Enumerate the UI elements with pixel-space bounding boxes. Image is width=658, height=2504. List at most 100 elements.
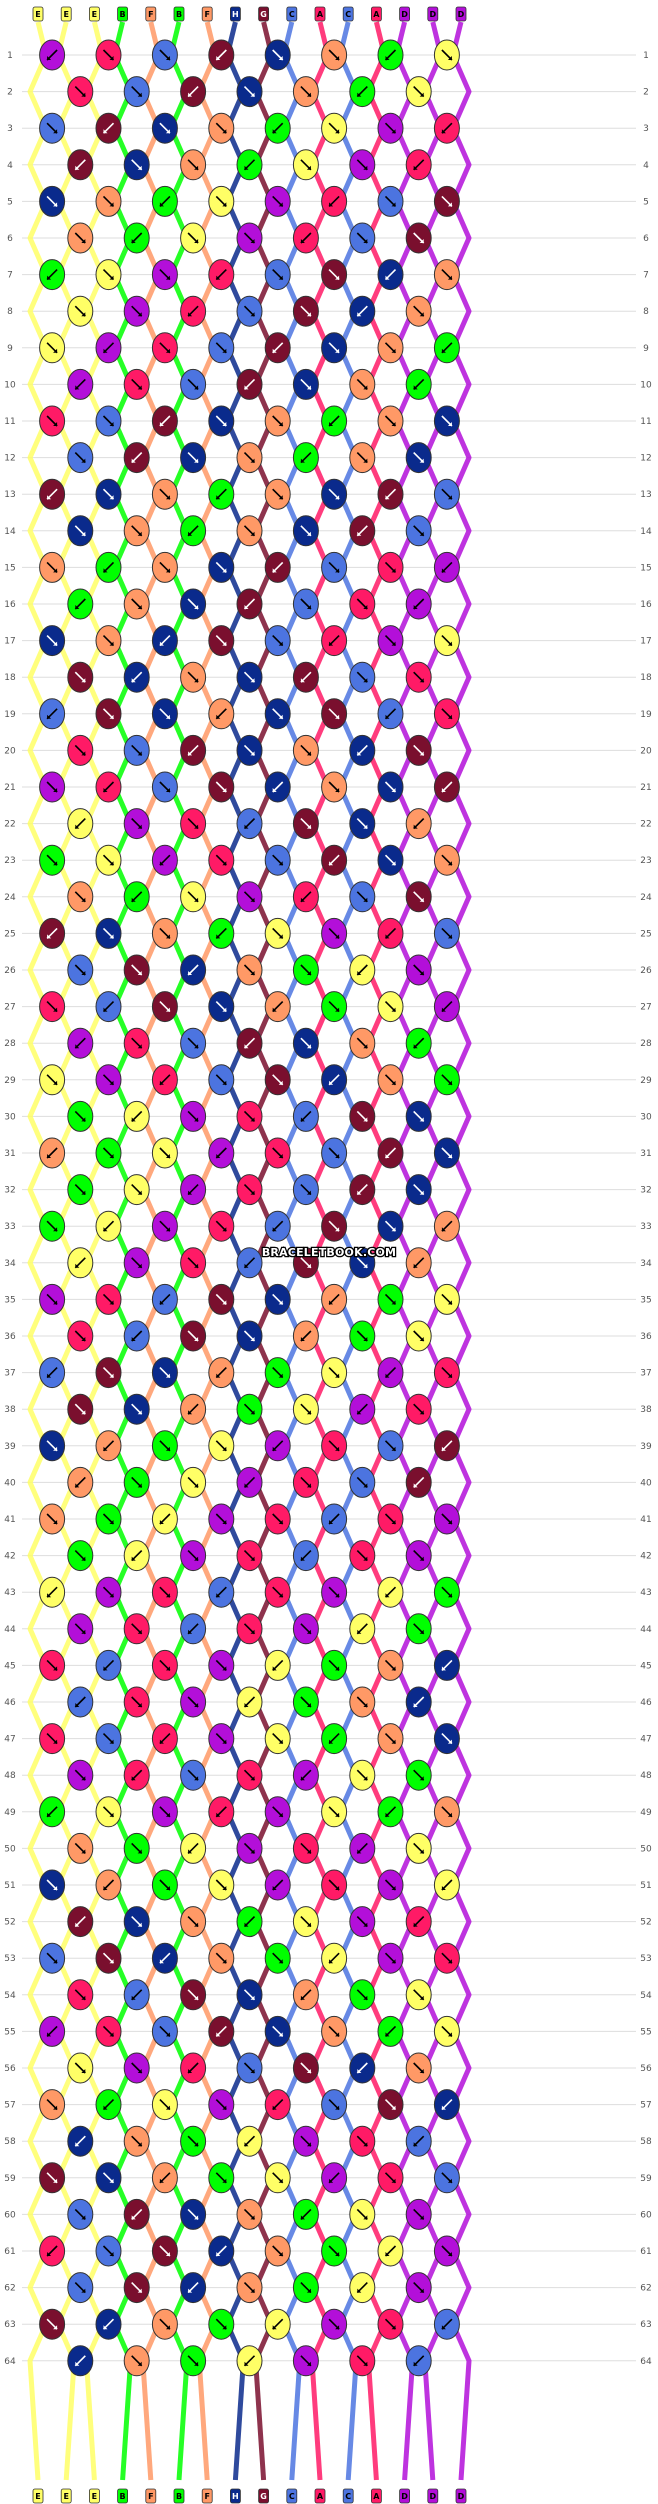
- knot-arrowhead: [419, 897, 424, 902]
- knot-arrowhead: [335, 348, 340, 353]
- knot: [39, 1064, 66, 1096]
- knot: [208, 844, 235, 876]
- knot: [39, 2308, 66, 2340]
- knot-arrowhead: [385, 934, 390, 939]
- knot-arrowhead: [250, 1410, 255, 1415]
- strand-label-swatch: [427, 6, 439, 22]
- strand-label: D: [401, 2492, 408, 2501]
- watermark-text: BRACELETBOOK.COM: [262, 1246, 396, 1259]
- knot: [321, 1942, 348, 1974]
- knot: [67, 1393, 94, 1425]
- knot-arrowhead: [137, 1922, 142, 1927]
- knot-arrowhead: [216, 2032, 221, 2037]
- knot: [95, 1064, 122, 1096]
- knot-arrowhead: [103, 1666, 108, 1671]
- knot: [433, 2089, 460, 2121]
- knot-arrowhead: [222, 1520, 227, 1524]
- knot: [292, 2198, 319, 2230]
- row-number-right: 26: [640, 966, 652, 976]
- knot-arrowhead: [109, 1593, 114, 1598]
- knot: [405, 1466, 432, 1498]
- knot: [95, 771, 122, 803]
- knot-arrowhead: [278, 1080, 283, 1085]
- strand-label: E: [63, 2492, 68, 2501]
- row-number-left: 18: [4, 673, 16, 683]
- strand-label: B: [120, 2492, 126, 2501]
- knot-arrowhead: [335, 2252, 340, 2256]
- knot: [405, 734, 432, 766]
- knot: [67, 588, 94, 620]
- knot: [67, 1466, 94, 1498]
- knot-arrowhead: [188, 1410, 193, 1415]
- knot: [405, 1027, 432, 1059]
- knot-arrowhead: [194, 605, 199, 609]
- knot: [208, 112, 235, 144]
- knot-arrowhead: [272, 1227, 277, 1232]
- knot-arrowhead: [109, 495, 114, 500]
- knot-arrowhead: [75, 1263, 80, 1268]
- strand-label: H: [232, 10, 239, 19]
- knot-arrowhead: [278, 1520, 283, 1524]
- knot-arrowhead: [391, 568, 396, 573]
- row-number-right: 54: [640, 1991, 652, 2001]
- knot-arrowhead: [278, 1593, 283, 1598]
- row-number-right: 19: [640, 710, 652, 720]
- knot-arrowhead: [222, 1739, 227, 1744]
- knot-arrowhead: [75, 2142, 80, 2147]
- knot: [349, 368, 376, 400]
- row-number-left: 31: [4, 1149, 15, 1159]
- knot: [236, 2052, 263, 2084]
- knot-arrowhead: [419, 1337, 424, 1341]
- knot-arrowhead: [419, 92, 424, 97]
- knot-arrowhead: [250, 2288, 255, 2293]
- knot: [292, 1540, 319, 1572]
- knot: [67, 515, 94, 547]
- knot-arrowhead: [306, 1849, 311, 1854]
- knot-arrowhead: [159, 1300, 164, 1305]
- knot-arrowhead: [103, 568, 108, 573]
- knot-arrowhead: [165, 788, 170, 792]
- knot: [349, 2125, 376, 2157]
- knot: [433, 478, 460, 510]
- row-number-left: 9: [7, 344, 13, 354]
- knot-arrowhead: [109, 2178, 114, 2183]
- row-number-right: 34: [640, 1259, 652, 1269]
- knot-arrowhead: [222, 1886, 227, 1890]
- knot-arrowhead: [159, 422, 164, 426]
- knot: [95, 625, 122, 657]
- knot: [321, 698, 348, 730]
- knot-arrowhead: [306, 531, 311, 536]
- knot-arrowhead: [278, 1739, 283, 1744]
- knot: [349, 76, 376, 108]
- row-number-left: 48: [4, 1771, 16, 1781]
- knot: [349, 1906, 376, 1938]
- knot-arrowhead: [103, 348, 108, 353]
- row-number-right: 22: [640, 820, 651, 830]
- knot-arrowhead: [335, 2105, 340, 2110]
- row-number-left: 11: [4, 417, 15, 427]
- knot-arrowhead: [278, 861, 283, 866]
- knot: [321, 2089, 348, 2121]
- knot-arrowhead: [53, 1227, 58, 1232]
- strand-label-swatch: [201, 2488, 213, 2504]
- strand-label-swatch: [427, 2488, 439, 2504]
- knot: [95, 1649, 122, 1681]
- knot: [180, 1832, 207, 1864]
- knot: [123, 442, 150, 474]
- knot: [321, 1576, 348, 1608]
- knot: [151, 259, 178, 291]
- knot-arrowhead: [216, 56, 221, 60]
- row-number-left: 61: [4, 2247, 15, 2257]
- knot: [377, 39, 404, 71]
- strand-label: C: [345, 2492, 351, 2501]
- knot: [39, 1942, 66, 1974]
- strand-label-swatch: [399, 6, 411, 22]
- row-number-left: 54: [4, 1991, 16, 2001]
- knot: [321, 625, 348, 657]
- knot-arrowhead: [300, 678, 305, 683]
- knot: [39, 2015, 66, 2047]
- knot: [377, 405, 404, 437]
- knot: [405, 808, 432, 840]
- knot: [67, 76, 94, 108]
- knot-arrowhead: [363, 2142, 368, 2147]
